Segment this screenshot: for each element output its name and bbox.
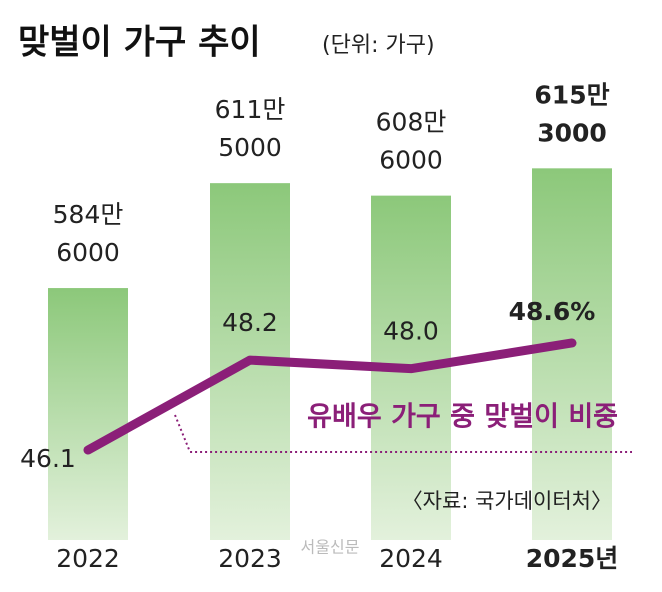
line-legend: 유배우 가구 중 맞벌이 비중 bbox=[307, 402, 618, 433]
line-value-label: 48.0 bbox=[383, 317, 439, 346]
bar-value-label: 615만 3000 bbox=[534, 80, 609, 147]
bar-value-label: 608만 6000 bbox=[376, 108, 447, 175]
bar-value-line: 3000 bbox=[537, 118, 607, 147]
bar-value-line: 584만 bbox=[53, 200, 124, 229]
bar-value-line: 5000 bbox=[218, 133, 282, 162]
bar-value-label: 584만 6000 bbox=[53, 200, 124, 267]
bar-value-label: 611만 5000 bbox=[215, 95, 286, 162]
x-tick-label: 2023 bbox=[218, 544, 282, 573]
source: 〈자료: 국가데이터처〉 bbox=[402, 489, 612, 513]
unit-note: (단위: 가구) bbox=[322, 33, 435, 58]
bar-value-line: 611만 bbox=[215, 95, 286, 124]
bar-value-line: 615만 bbox=[534, 80, 609, 109]
bar-value-line: 6000 bbox=[56, 238, 120, 267]
x-tick-label: 2024 bbox=[379, 544, 443, 573]
x-tick-label: 2025년 bbox=[526, 544, 619, 573]
watermark: 서울신문 bbox=[301, 538, 360, 557]
line-layer: 46.1 48.2 48.0 48.6% bbox=[20, 297, 595, 473]
bar bbox=[48, 288, 128, 540]
line-value-label: 46.1 bbox=[20, 444, 76, 473]
bar-value-line: 6000 bbox=[379, 146, 443, 175]
chart-title: 맞벌이 가구 추이 bbox=[18, 23, 261, 63]
line-value-label: 48.6% bbox=[509, 297, 596, 326]
bar-value-line: 608만 bbox=[376, 108, 447, 137]
line-series bbox=[83, 338, 577, 455]
bar bbox=[532, 168, 612, 540]
x-tick-label: 2022 bbox=[56, 544, 120, 573]
line-value-label: 48.2 bbox=[222, 308, 278, 337]
